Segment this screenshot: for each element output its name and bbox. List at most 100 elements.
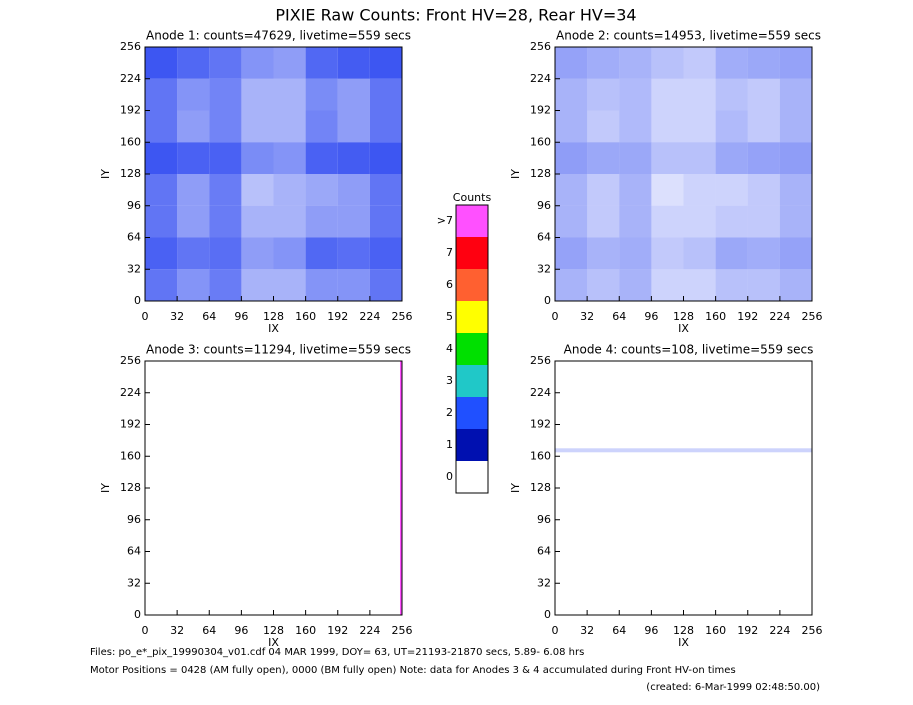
heat-cell: [273, 174, 306, 206]
x-tick-label: 192: [327, 310, 348, 323]
heat-cell: [715, 174, 748, 206]
heat-cell: [587, 47, 620, 79]
heat-cell: [555, 78, 588, 111]
y-axis-label: IY: [509, 483, 522, 493]
y-tick-label: 0: [134, 294, 141, 307]
heat-cell: [369, 205, 402, 238]
heat-cell: [587, 78, 620, 111]
heat-cell: [369, 174, 402, 206]
y-tick-label: 128: [120, 481, 141, 494]
heat-cell: [273, 269, 306, 301]
heat-cell: [369, 269, 402, 301]
y-tick-label: 224: [530, 72, 551, 85]
y-tick-label: 256: [530, 354, 551, 367]
heat-cell: [587, 269, 620, 301]
y-tick-label: 32: [537, 576, 551, 589]
x-tick-label: 96: [234, 624, 248, 637]
heat-cell: [209, 47, 242, 79]
heat-cell: [747, 110, 780, 143]
heat-cell: [177, 142, 210, 174]
heat-cell: [683, 110, 716, 143]
colorbar-box: [456, 429, 488, 461]
x-tick-label: 128: [263, 310, 284, 323]
heat-cell: [241, 237, 274, 270]
heat-cell: [369, 47, 402, 79]
heat-cell: [177, 110, 210, 143]
heat-cell: [715, 142, 748, 174]
heat-cell: [779, 78, 812, 111]
footer-created: (created: 6-Mar-1999 02:48:50.00): [646, 682, 820, 693]
y-axis-label: IY: [99, 169, 112, 179]
heat-cell: [145, 205, 178, 238]
heat-cell: [779, 142, 812, 174]
heat-cell: [555, 174, 588, 206]
heat-cell: [177, 269, 210, 301]
heat-cell: [145, 269, 178, 301]
x-tick-label: 256: [802, 310, 823, 323]
y-tick-label: 128: [530, 481, 551, 494]
figure-title: PIXIE Raw Counts: Front HV=28, Rear HV=3…: [275, 6, 636, 25]
heat-cell: [555, 142, 588, 174]
heat-cell: [555, 269, 588, 301]
x-tick-label: 128: [673, 624, 694, 637]
y-tick-label: 32: [127, 576, 141, 589]
colorbar-box: [456, 301, 488, 333]
heat-cell: [399, 361, 402, 615]
heat-cell: [209, 205, 242, 238]
y-tick-label: 256: [120, 40, 141, 53]
colorbar-label: 2: [446, 406, 453, 419]
heat-cell: [273, 47, 306, 79]
heat-cell: [273, 142, 306, 174]
colorbar-label: >7: [437, 214, 453, 227]
heat-cell: [177, 78, 210, 111]
x-axis-label: IX: [678, 322, 689, 335]
x-tick-label: 32: [580, 624, 594, 637]
colorbar-label: 6: [446, 278, 453, 291]
heat-cell: [177, 237, 210, 270]
heat-cell: [369, 78, 402, 111]
heat-cell: [305, 174, 338, 206]
heat-cell: [587, 110, 620, 143]
y-tick-label: 0: [544, 294, 551, 307]
heat-cell: [145, 110, 178, 143]
heat-cell: [747, 205, 780, 238]
heat-cell: [337, 269, 370, 301]
y-tick-label: 96: [127, 199, 141, 212]
x-tick-label: 224: [359, 624, 380, 637]
x-tick-label: 64: [202, 624, 216, 637]
heat-cell: [619, 237, 652, 270]
y-tick-label: 160: [120, 135, 141, 148]
x-tick-label: 64: [612, 310, 626, 323]
colorbar-label: 3: [446, 374, 453, 387]
heat-cell: [619, 174, 652, 206]
colorbar-label: 5: [446, 310, 453, 323]
y-tick-label: 224: [120, 72, 141, 85]
heat-cell: [305, 47, 338, 79]
x-axis-label: IX: [678, 636, 689, 649]
heat-cell: [779, 237, 812, 270]
heat-cell: [715, 110, 748, 143]
heat-cell: [305, 142, 338, 174]
heat-cell: [619, 47, 652, 79]
x-axis-label: IX: [268, 636, 279, 649]
heat-cell: [779, 269, 812, 301]
x-tick-label: 224: [359, 310, 380, 323]
y-tick-label: 96: [537, 199, 551, 212]
heat-cell: [273, 110, 306, 143]
heat-cell: [715, 205, 748, 238]
y-tick-label: 64: [127, 545, 141, 558]
x-tick-label: 64: [612, 624, 626, 637]
heat-cell: [555, 47, 588, 79]
y-tick-label: 192: [120, 104, 141, 117]
y-tick-label: 192: [530, 104, 551, 117]
heat-cell: [555, 110, 588, 143]
heat-cell: [177, 174, 210, 206]
x-tick-label: 192: [737, 624, 758, 637]
heat-cell: [555, 237, 588, 270]
y-tick-label: 0: [134, 608, 141, 621]
colorbar-box: [456, 461, 488, 493]
heat-cell: [747, 269, 780, 301]
colorbar-box: [456, 397, 488, 429]
heat-cell: [241, 205, 274, 238]
